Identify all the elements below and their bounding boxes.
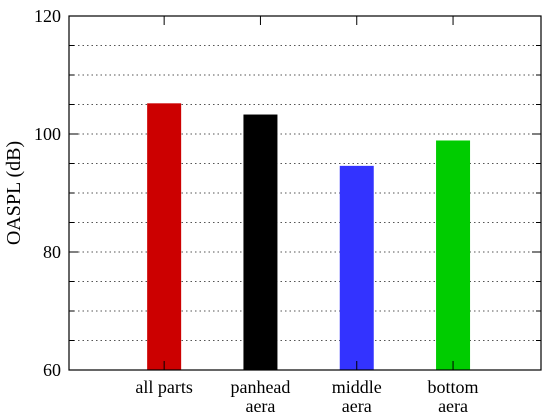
y-tick-label: 60 [43,360,61,380]
bar [243,114,278,370]
bar [339,165,374,370]
y-tick-label: 120 [34,6,61,26]
bar [436,140,471,370]
x-tick-label: all parts [135,377,192,397]
x-tick-label: bottom aera [428,377,479,416]
grid-lines [69,45,541,341]
y-tick-labels: 60 80 100 120 [34,6,61,380]
y-tick-label: 100 [34,124,61,144]
bar [147,103,182,370]
y-axis-title: OASPL (dB) [3,141,25,245]
x-tick-label: panhead aera [230,377,290,416]
x-tick-labels: all parts panhead aera middle aera bottom aera [135,377,478,416]
bars [147,103,471,370]
y-tick-label: 80 [43,242,61,262]
tick-marks [69,16,541,370]
x-tick-label: middle aera [332,377,382,416]
